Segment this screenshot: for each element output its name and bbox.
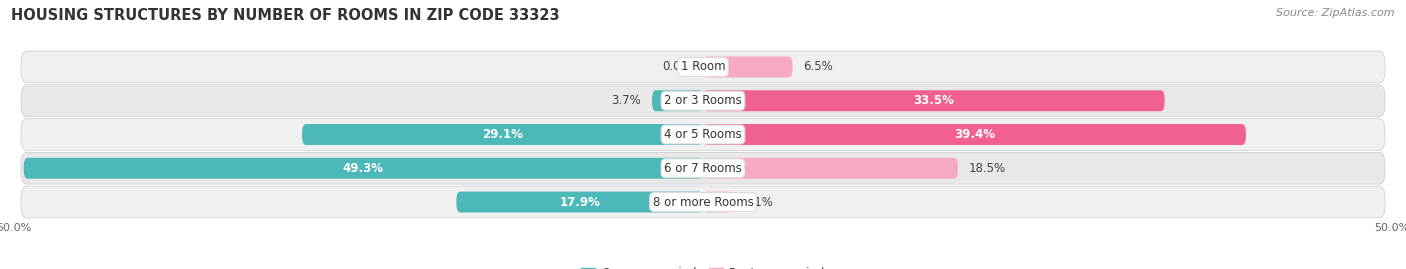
FancyBboxPatch shape xyxy=(21,186,1385,218)
FancyBboxPatch shape xyxy=(703,158,957,179)
Text: 1 Room: 1 Room xyxy=(681,61,725,73)
Legend: Owner-occupied, Renter-occupied: Owner-occupied, Renter-occupied xyxy=(581,267,825,269)
FancyBboxPatch shape xyxy=(703,56,793,77)
FancyBboxPatch shape xyxy=(703,192,733,213)
Text: 0.0%: 0.0% xyxy=(662,61,692,73)
Text: 2 or 3 Rooms: 2 or 3 Rooms xyxy=(664,94,742,107)
Text: 6.5%: 6.5% xyxy=(804,61,834,73)
Text: 29.1%: 29.1% xyxy=(482,128,523,141)
Text: 49.3%: 49.3% xyxy=(343,162,384,175)
FancyBboxPatch shape xyxy=(21,51,1385,83)
Text: 4 or 5 Rooms: 4 or 5 Rooms xyxy=(664,128,742,141)
FancyBboxPatch shape xyxy=(24,158,703,179)
Text: 2.1%: 2.1% xyxy=(742,196,773,208)
FancyBboxPatch shape xyxy=(652,90,703,111)
FancyBboxPatch shape xyxy=(21,85,1385,116)
Text: 18.5%: 18.5% xyxy=(969,162,1007,175)
Text: 6 or 7 Rooms: 6 or 7 Rooms xyxy=(664,162,742,175)
FancyBboxPatch shape xyxy=(302,124,703,145)
FancyBboxPatch shape xyxy=(703,124,1246,145)
Text: 39.4%: 39.4% xyxy=(953,128,995,141)
Text: 8 or more Rooms: 8 or more Rooms xyxy=(652,196,754,208)
FancyBboxPatch shape xyxy=(703,90,1164,111)
Text: 33.5%: 33.5% xyxy=(914,94,955,107)
FancyBboxPatch shape xyxy=(21,153,1385,184)
FancyBboxPatch shape xyxy=(21,119,1385,150)
Text: 17.9%: 17.9% xyxy=(560,196,600,208)
Text: Source: ZipAtlas.com: Source: ZipAtlas.com xyxy=(1277,8,1395,18)
Text: HOUSING STRUCTURES BY NUMBER OF ROOMS IN ZIP CODE 33323: HOUSING STRUCTURES BY NUMBER OF ROOMS IN… xyxy=(11,8,560,23)
FancyBboxPatch shape xyxy=(457,192,703,213)
Text: 3.7%: 3.7% xyxy=(612,94,641,107)
